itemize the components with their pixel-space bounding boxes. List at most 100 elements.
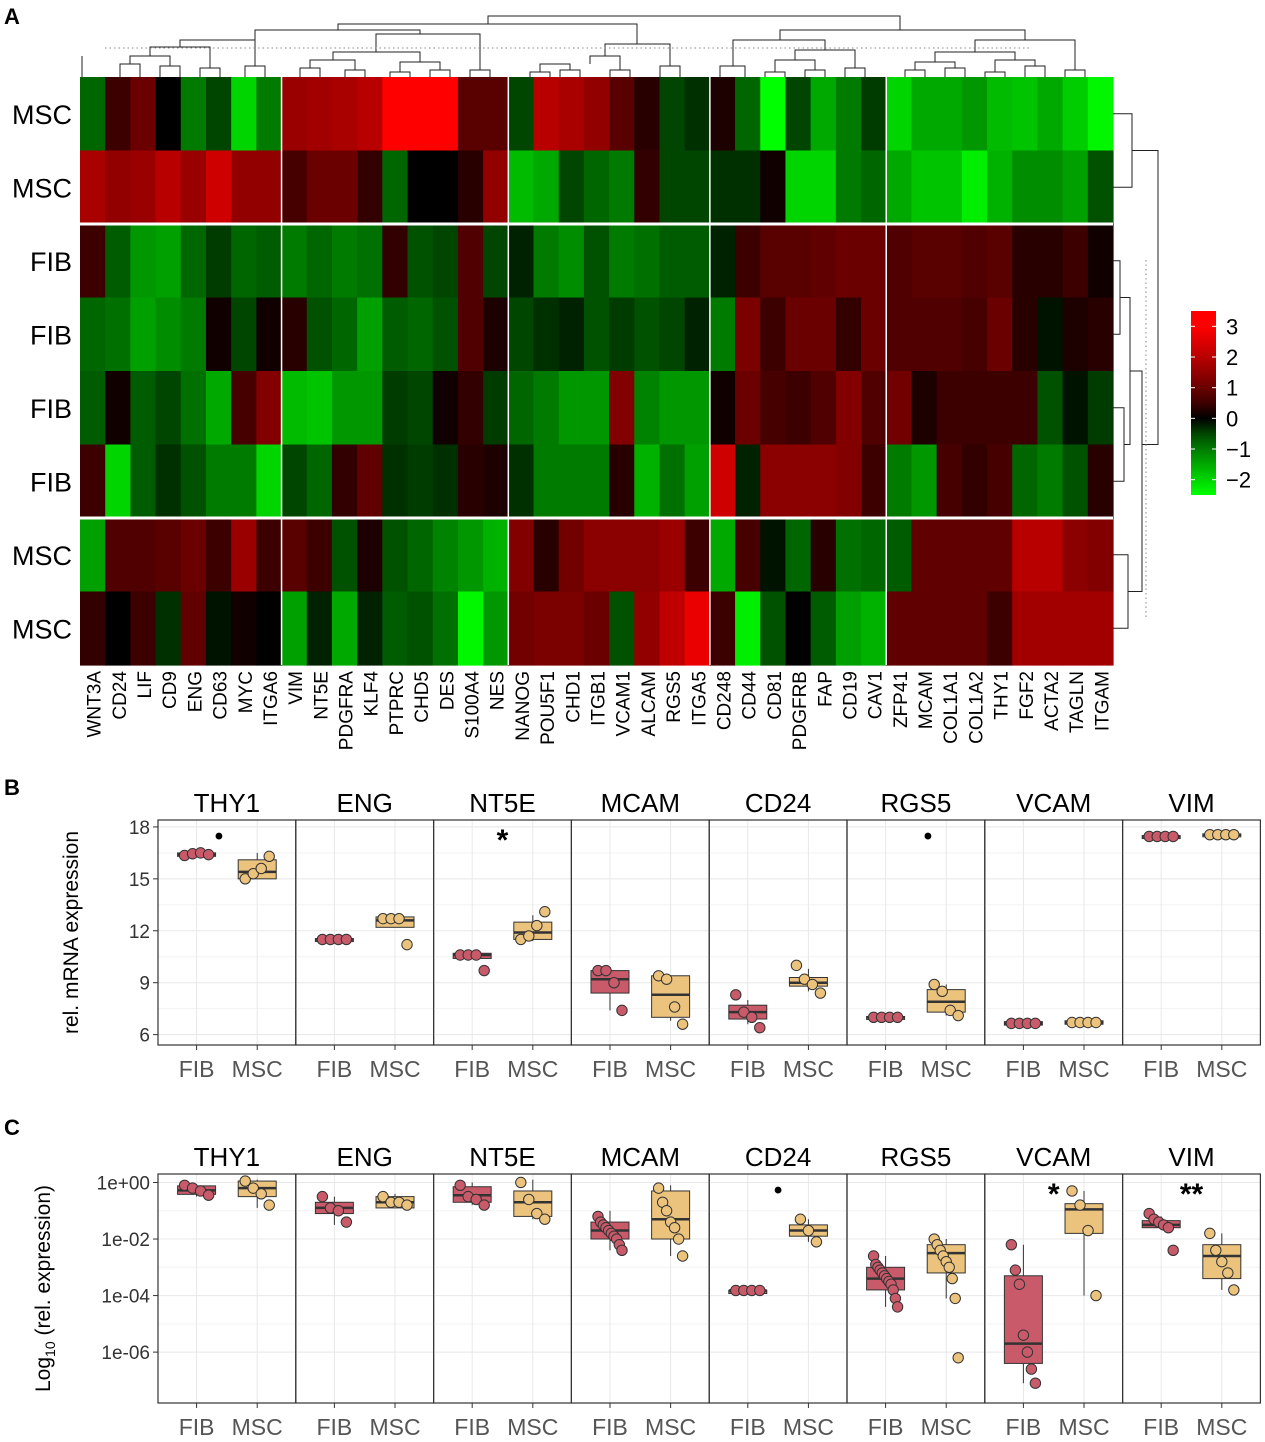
facet-frame [295,819,435,1046]
heatmap-cell [508,518,535,593]
row-label: FIB [30,467,72,497]
heatmap-cell [357,591,383,666]
data-point [515,1176,527,1189]
heatmap-cell [936,444,963,519]
data-point [1210,1244,1222,1257]
heatmap-cell [961,297,988,372]
heatmap-cell [457,518,484,593]
x-tick-label: MSC [507,1414,558,1440]
heatmap-cell [583,371,610,446]
heatmap-cell [760,371,787,446]
heatmap-cell [785,77,812,152]
heatmap-cell [105,518,131,593]
heatmap-cell [709,591,736,666]
heatmap-cell [382,518,409,593]
gene-label: CD24 [110,671,131,720]
heatmap-cell [1012,150,1039,225]
heatmap-cell [760,518,787,593]
heatmap-cell [1087,224,1114,299]
heatmap-cell [508,591,535,666]
data-point [239,1175,251,1187]
heatmap-cell [231,297,257,372]
row-label: MSC [12,541,72,571]
heatmap-cell [105,297,131,372]
heatmap-cell [1012,518,1039,593]
data-point [523,1193,535,1206]
heatmap-cell [130,444,157,519]
x-tick-label: FIB [179,1414,215,1440]
data-point [672,1233,685,1245]
heatmap-cell [760,77,787,152]
heatmap-cell [256,77,283,152]
heatmap-cell [810,297,837,372]
x-tick-label: FIB [1005,1414,1041,1440]
heatmap-panel: MSC MSC FIB FIB FIB FIB MSC MSC WNT3A CD24 LIF CD9 E… [12,15,1251,751]
gene-label: ITGA6 [261,671,282,726]
heatmap-cell [281,371,308,446]
heatmap-cell [155,371,182,446]
x-tick-label: MSC [369,1056,420,1082]
data-point [668,1001,681,1013]
heatmap-cell [432,518,459,593]
dendrogram-branch [299,33,491,77]
data-point [798,973,811,985]
heatmap-cell [1062,77,1089,152]
heatmap-cell [709,297,736,372]
x-tick-label: FIB [1005,1056,1041,1082]
heatmap-cell [231,77,257,152]
heatmap-cell [155,224,182,299]
heatmap-cell [684,444,711,519]
heatmap-cell [231,591,257,666]
heatmap-cell [961,224,988,299]
data-point [202,1189,215,1201]
color-legend: 3 2 1 0 −1 −2 [1191,311,1251,495]
heatmap-cell [1087,297,1114,372]
heatmap-cell [331,591,358,666]
legend-tick-label: 3 [1226,314,1238,339]
legend-tick-label: −2 [1226,468,1251,493]
heatmap-cell [684,77,711,152]
heatmap-cell [256,297,283,372]
heatmap-cell [483,371,509,446]
heatmap-cell [558,371,585,446]
heatmap-cell [256,591,283,666]
heatmap-cell [432,591,459,666]
gene-label: VIM [286,671,307,705]
legend-bar [1191,311,1216,495]
data-point [660,1205,673,1217]
facet-cd24: CD24 FIB MSC • [708,1142,848,1440]
heatmap-cell [457,297,484,372]
dendrogram-branch [1113,407,1125,482]
gene-label: NANOG [513,671,534,741]
significance-label: • [924,823,932,850]
legend-tick-label: 0 [1226,406,1238,431]
heatmap-cell [1062,518,1089,593]
heatmap-cell [508,224,535,299]
x-tick-label: MSC [1058,1056,1109,1082]
facet-title: NT5E [469,1142,535,1172]
heatmap-cell [382,224,409,299]
heatmap-cell [1012,444,1039,519]
facet-mcam: MCAM FIB MSC [570,1142,710,1440]
heatmap-cell [634,518,661,593]
heatmap-cell [357,444,383,519]
heatmap-cell [281,444,308,519]
heatmap-cell [1087,371,1114,446]
x-tick-label: FIB [730,1414,766,1440]
facet-thy1: THY1 FIB MSC • [157,788,297,1082]
heatmap-cell [1012,591,1039,666]
data-point [1013,1278,1026,1290]
heatmap-cell [735,297,761,372]
heatmap-cell [684,297,711,372]
heatmap-cell [583,518,610,593]
heatmap-cell [659,77,686,152]
gene-label: PDGFRA [337,671,358,751]
heatmap-cell [256,444,283,519]
data-point [531,1207,543,1220]
heatmap-cell [432,77,459,152]
gene-label: ITGAM [1092,671,1113,731]
heatmap-cell [180,444,207,519]
heatmap-cell [407,297,434,372]
heatmap-cell [231,444,257,519]
heatmap-cell [155,518,182,593]
